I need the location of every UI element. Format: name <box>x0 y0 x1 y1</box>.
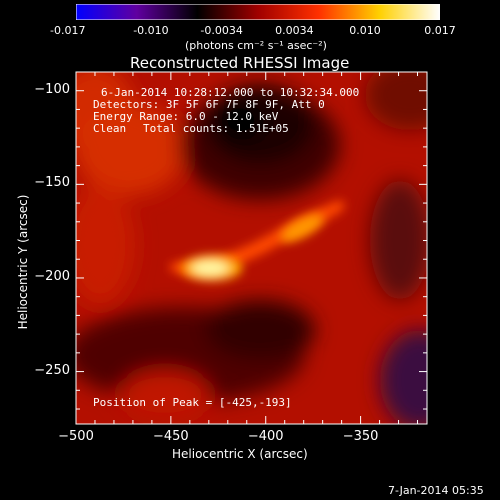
colorbar-gradient <box>76 4 440 20</box>
axes <box>75 71 427 424</box>
overlay-time-range: 6-Jan-2014 10:28:12.000 to 10:32:34.000 <box>101 86 360 99</box>
colorbar <box>76 4 440 20</box>
y-tick-label: −250 <box>34 362 70 378</box>
colorbar-tick-label: -0.010 <box>133 24 169 37</box>
colorbar-units: (photons cm⁻² s⁻¹ asec⁻²) <box>185 39 327 52</box>
colorbar-tick-label: 0.017 <box>424 24 456 37</box>
x-tick-label: −400 <box>247 429 284 444</box>
x-tick-label: −500 <box>58 429 94 444</box>
overlay-energy: Energy Range: 6.0 - 12.0 keV <box>93 110 279 123</box>
colorbar-tick-label: -0.017 <box>50 24 86 37</box>
colorbar-tick-label: 0.0034 <box>275 24 314 37</box>
x-tick-label: −450 <box>153 429 189 444</box>
x-tick-label: −350 <box>342 429 379 444</box>
overlay-peak: Position of Peak = [-425,-193] <box>93 396 292 409</box>
colorbar-tick-label: 0.010 <box>349 24 381 37</box>
y-tick-label: −200 <box>34 268 70 284</box>
footer-date: 7-Jan-2014 05:35 <box>388 484 484 497</box>
x-axis-label: Heliocentric X (arcsec) <box>172 447 308 461</box>
y-axis-label: Heliocentric Y (arcsec) <box>16 194 30 330</box>
plot-frame <box>75 71 428 425</box>
colorbar-tick-label: -0.0034 <box>200 24 243 37</box>
y-tick-label: −150 <box>34 175 70 191</box>
overlay-method: Clean <box>93 122 127 135</box>
heatmap-image <box>76 72 427 424</box>
overlay-counts: Total counts: 1.51E+05 <box>143 122 289 135</box>
y-tick-label: −100 <box>34 81 70 97</box>
overlay-detectors: Detectors: 3F 5F 6F 7F 8F 9F, Att 0 <box>93 98 325 111</box>
chart-title: Reconstructed RHESSI Image <box>130 54 350 72</box>
